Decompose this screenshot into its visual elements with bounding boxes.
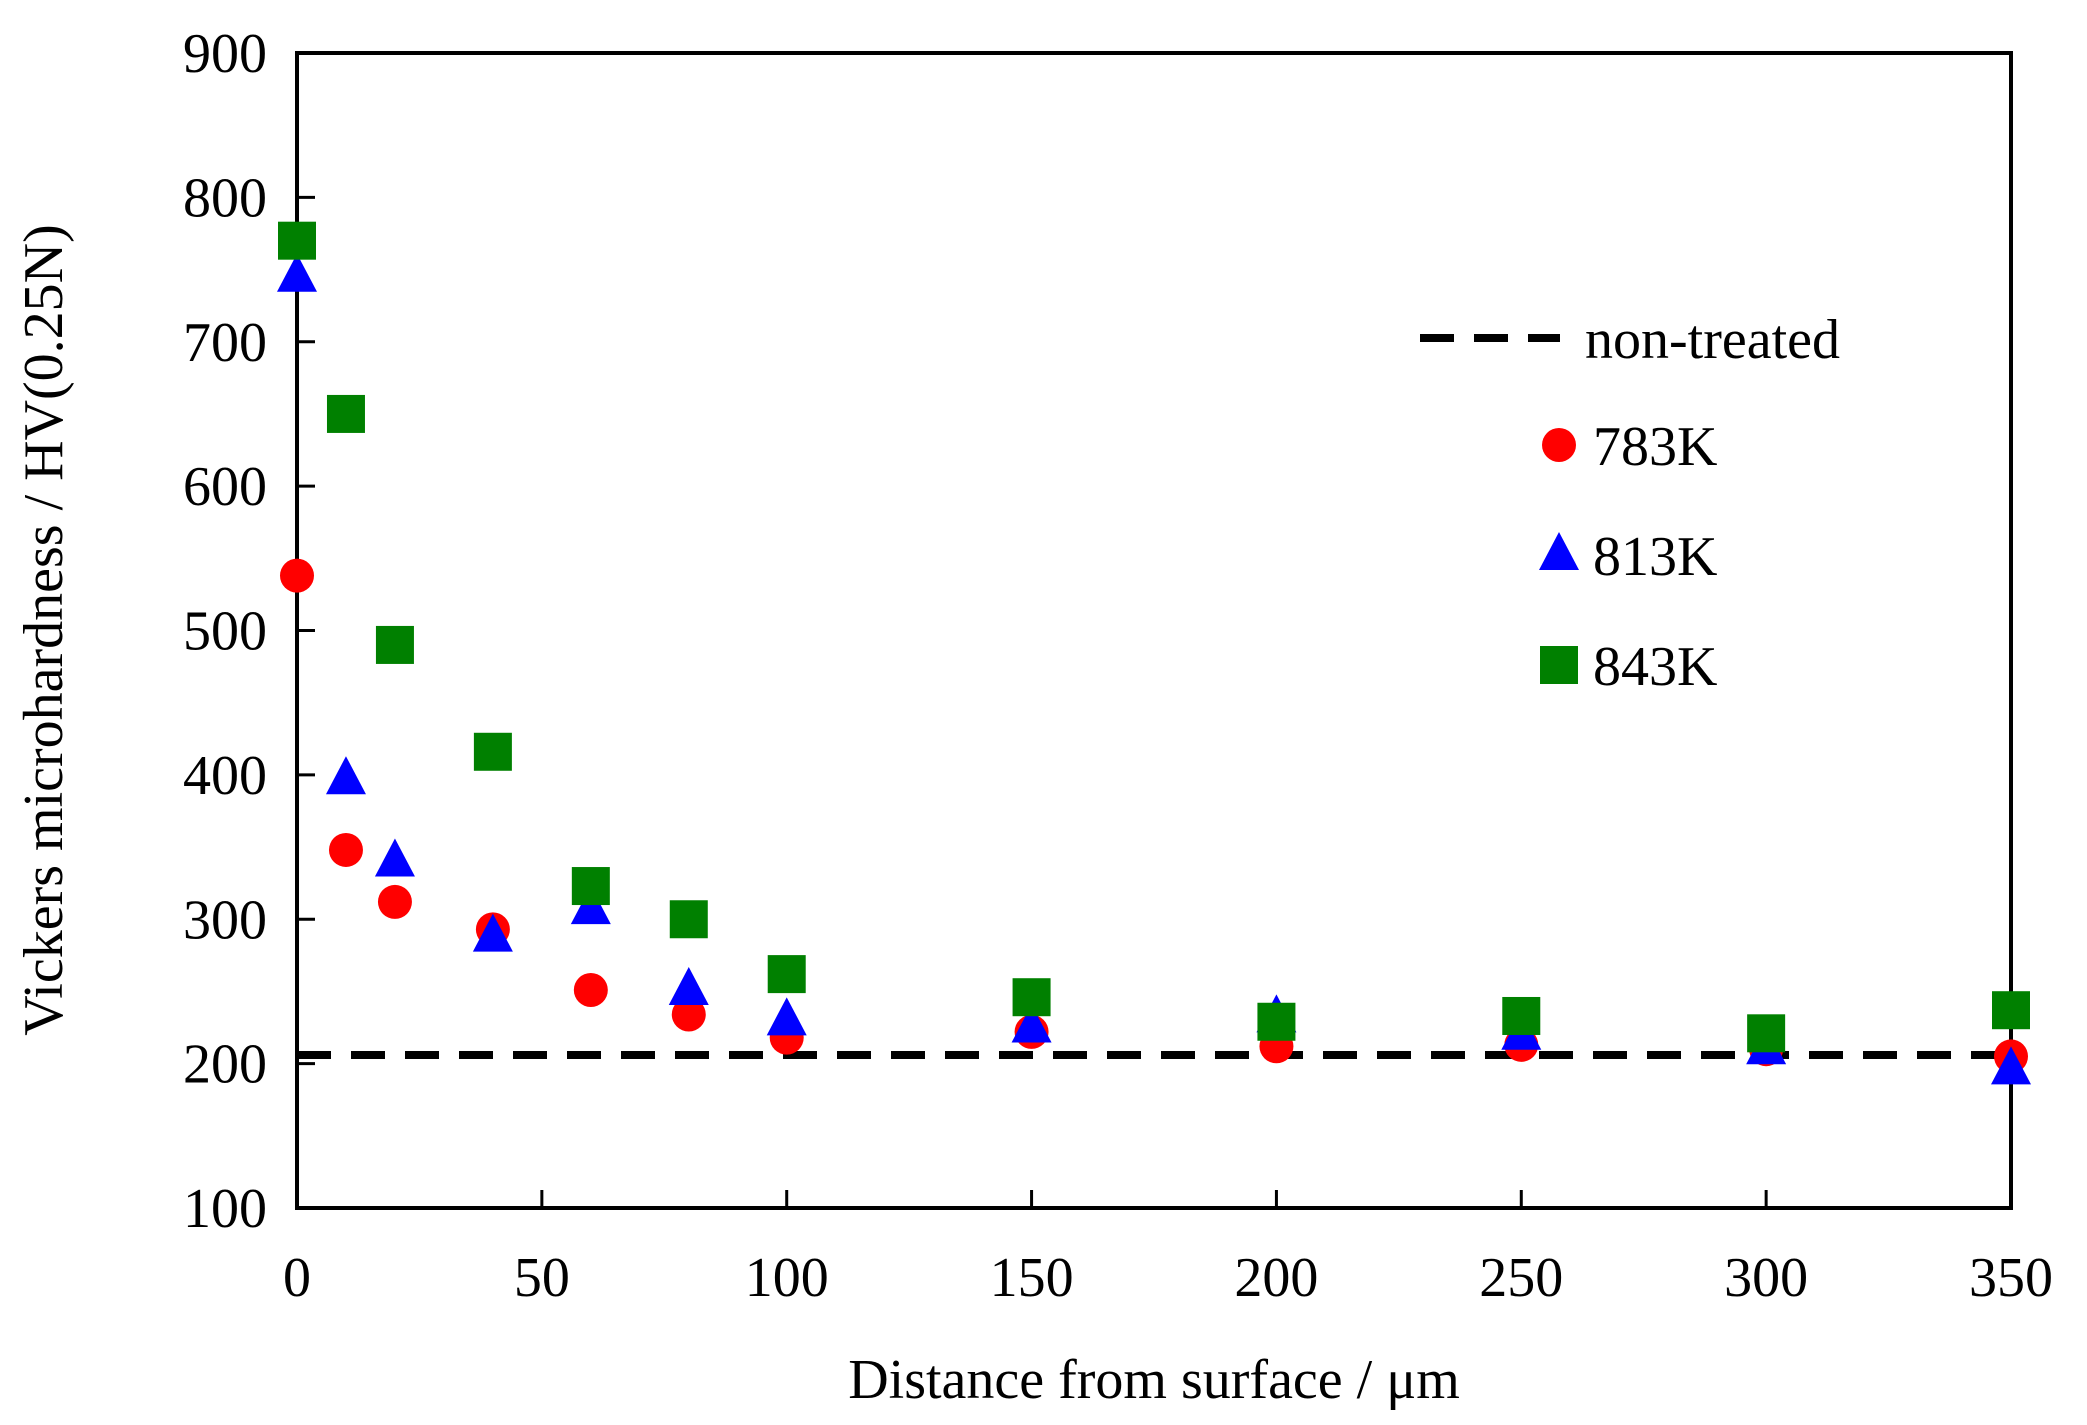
x-tick-label: 250 (1479, 1247, 1563, 1309)
point-813K (668, 966, 709, 1005)
series-813K-points (277, 253, 2031, 1085)
legend-label-783K: 783K (1593, 416, 1717, 478)
legend-key-813K (1539, 532, 1579, 570)
point-843K (1257, 1002, 1296, 1041)
point-813K (766, 997, 807, 1036)
y-tick-label: 100 (183, 1178, 267, 1240)
series-783K-points (280, 558, 2028, 1074)
point-843K (326, 394, 365, 433)
legend-key-783K (1542, 428, 1576, 462)
legend-key-843K (1540, 646, 1578, 684)
point-843K (278, 221, 316, 260)
y-tick-label: 200 (183, 1034, 267, 1096)
y-tick-label: 300 (183, 889, 267, 951)
legend: non-treated 783K 813K 843K (1420, 309, 1840, 698)
point-813K (374, 838, 415, 877)
x-tick-label: 0 (283, 1247, 311, 1309)
y-tick-label: 600 (183, 456, 267, 518)
point-843K (1502, 996, 1541, 1035)
point-813K (1991, 1046, 2031, 1085)
point-813K (570, 886, 611, 925)
data-marks (277, 221, 2031, 1085)
point-843K (375, 625, 414, 664)
point-843K (1747, 1014, 1786, 1053)
y-tick-label: 500 (183, 601, 267, 663)
point-813K (325, 756, 366, 795)
point-843K (767, 955, 806, 994)
point-783K (328, 832, 363, 867)
y-tick-label: 900 (183, 23, 267, 85)
point-813K (1011, 1004, 1052, 1043)
y-axis-title: Vickers microhardness / HV(0.25N) (13, 224, 75, 1036)
x-tick-label: 100 (745, 1247, 829, 1309)
point-783K (671, 997, 706, 1032)
point-843K (1012, 978, 1051, 1017)
x-tick-label: 200 (1234, 1247, 1318, 1309)
y-tick-label: 400 (183, 745, 267, 807)
point-783K (573, 972, 608, 1007)
legend-label-813K: 813K (1593, 526, 1717, 588)
x-tick-label: 50 (514, 1247, 570, 1309)
x-axis-title: Distance from surface / μm (848, 1349, 1460, 1411)
point-843K (669, 900, 708, 939)
axis-ticks: 0 50 100 150 200 250 300 350 100 200 300 400 500 600 7… (183, 23, 2053, 1309)
point-813K (277, 253, 317, 292)
point-783K (280, 558, 314, 593)
series-843K-points (278, 221, 2030, 1053)
point-843K (473, 732, 512, 771)
y-tick-label: 700 (183, 312, 267, 374)
x-tick-label: 300 (1724, 1247, 1808, 1309)
x-tick-label: 350 (1969, 1247, 2053, 1309)
legend-label-843K: 843K (1593, 636, 1717, 698)
point-813K (472, 913, 513, 952)
point-843K (1992, 991, 2030, 1030)
y-tick-label: 800 (183, 167, 267, 229)
point-843K (571, 867, 610, 906)
x-tick-label: 150 (990, 1247, 1074, 1309)
point-783K (377, 884, 412, 919)
legend-label-non-treated: non-treated (1585, 309, 1840, 371)
